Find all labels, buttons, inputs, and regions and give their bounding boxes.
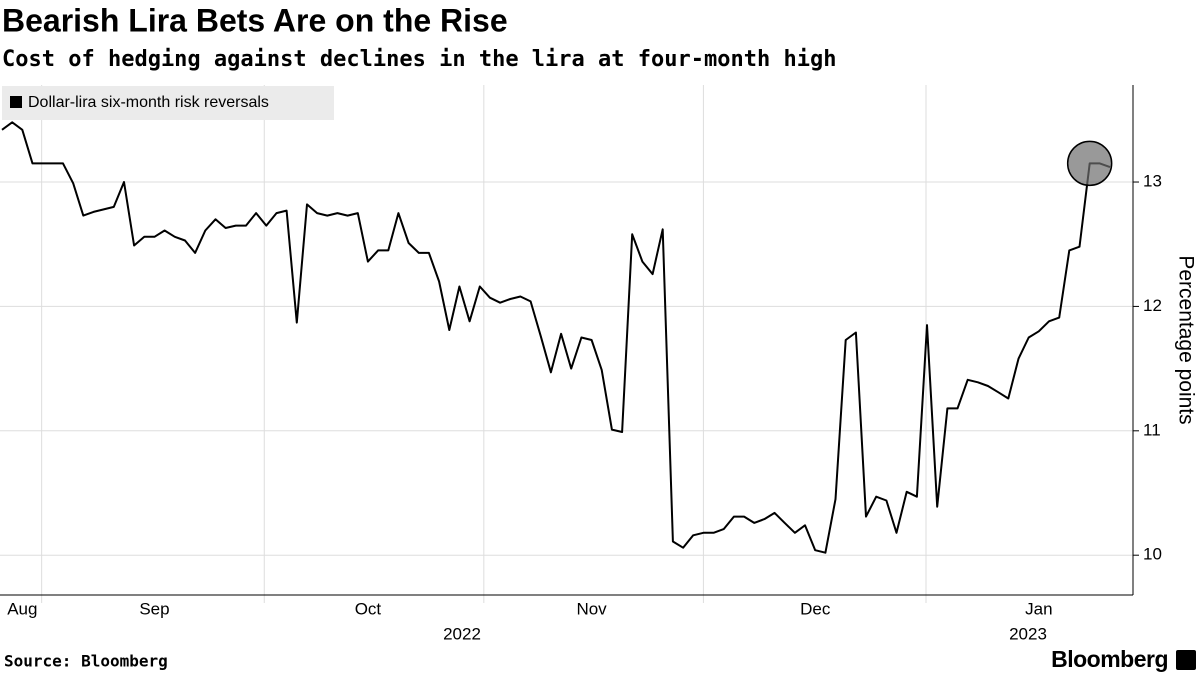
y-tick-label: 10 xyxy=(1143,545,1162,564)
x-tick-label: Jan xyxy=(1025,599,1052,618)
x-tick-label: Oct xyxy=(355,599,382,618)
legend-swatch xyxy=(10,96,22,108)
y-tick-label: 11 xyxy=(1143,420,1161,439)
source: Source: Bloomberg xyxy=(4,652,168,671)
legend-label: Dollar-lira six-month risk reversals xyxy=(28,94,269,111)
y-tick-label: 12 xyxy=(1143,296,1162,315)
highlight-circle xyxy=(1066,140,1113,187)
year-label: 2023 xyxy=(1009,624,1047,643)
x-tick-label: Dec xyxy=(800,599,831,618)
chart-title: Bearish Lira Bets Are on the Rise xyxy=(2,2,508,38)
year-label: 2022 xyxy=(443,624,481,643)
y-axis-label: Percentage points xyxy=(1174,255,1197,424)
x-tick-label: Aug xyxy=(7,599,37,618)
x-tick-label: Sep xyxy=(139,599,169,618)
x-tick-label: Nov xyxy=(576,599,607,618)
y-tick-label: 13 xyxy=(1143,172,1162,191)
line xyxy=(1,121,1111,554)
brand: Bloomberg xyxy=(1051,646,1168,672)
brand-icon xyxy=(1176,650,1196,670)
chart-subtitle: Cost of hedging against declines in the … xyxy=(2,47,836,72)
legend-box xyxy=(2,86,334,120)
